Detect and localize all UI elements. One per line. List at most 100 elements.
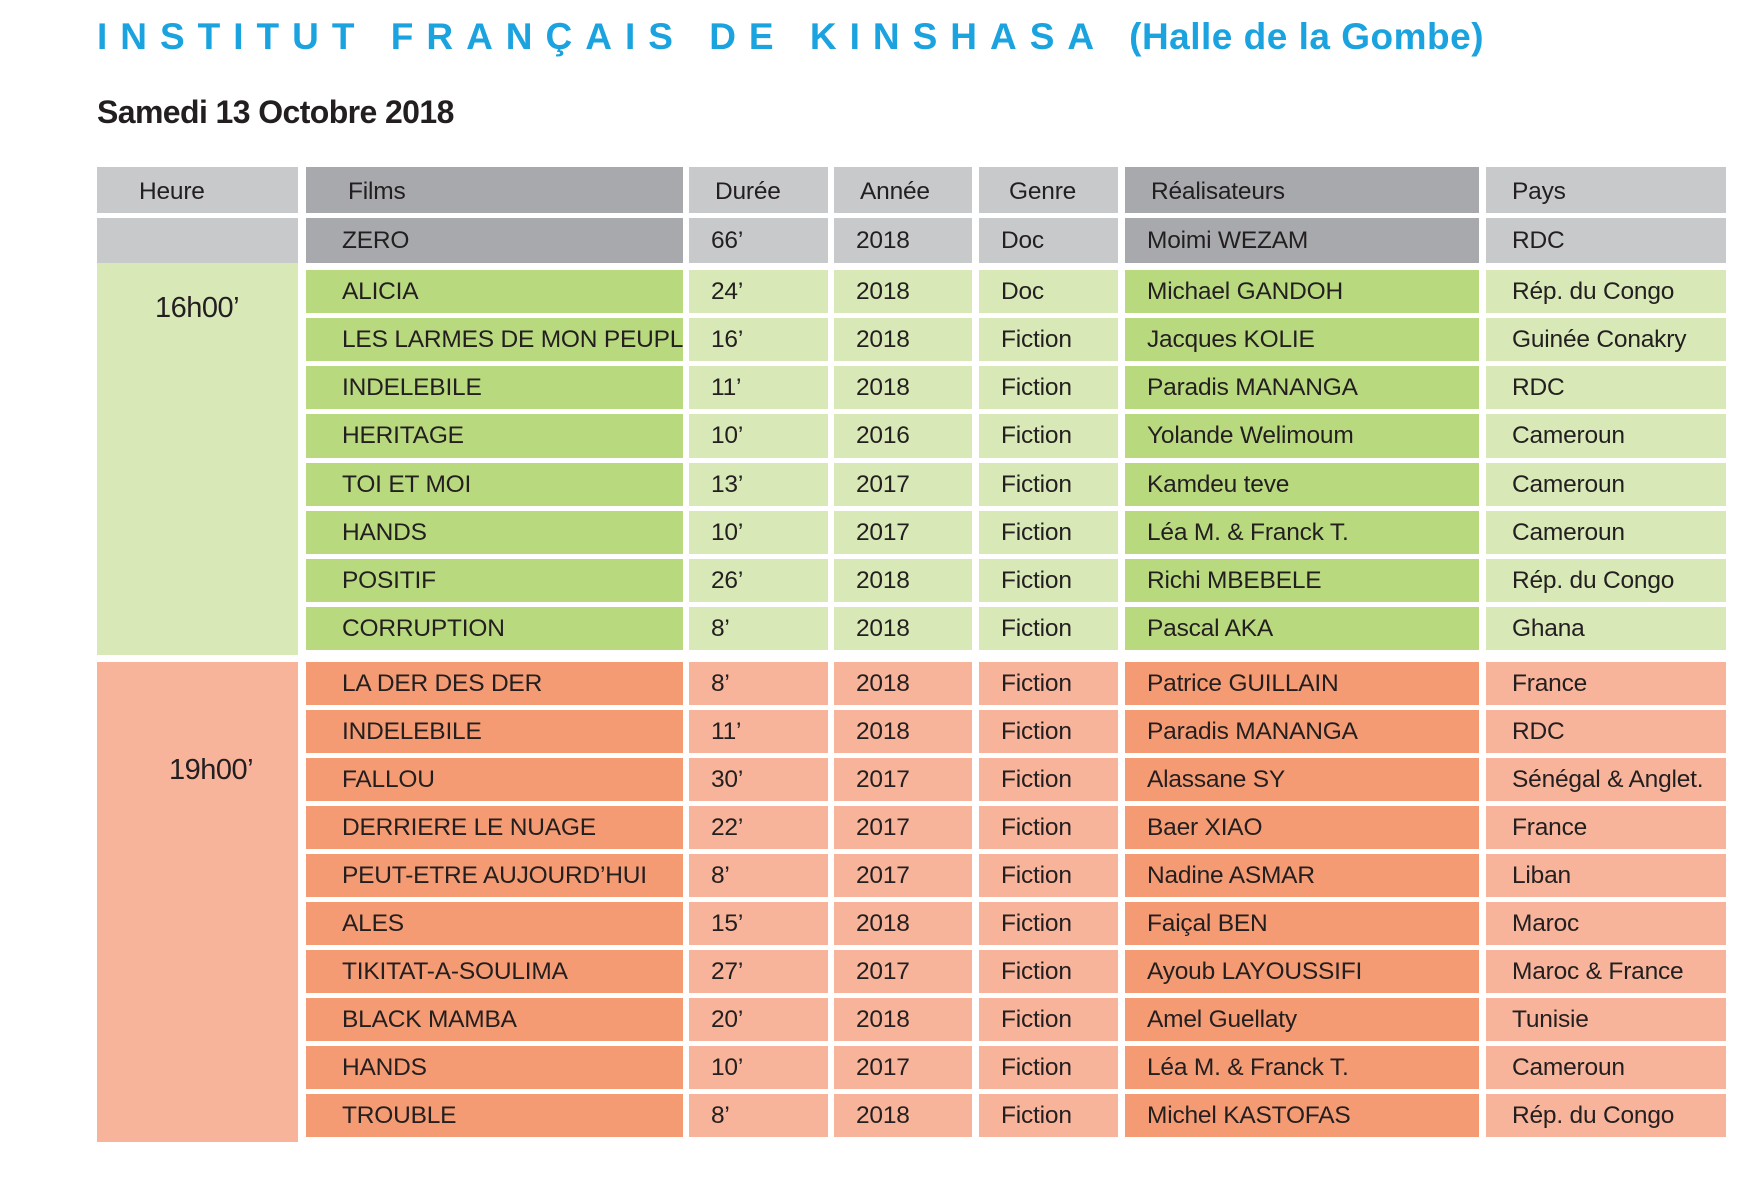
country-cell: Rép. du Congo	[1486, 559, 1726, 602]
duration-cell: 8’	[689, 854, 828, 897]
year-cell: 2018	[834, 1094, 972, 1137]
director-cell: Jacques KOLIE	[1125, 318, 1479, 361]
header-realisateurs: Réalisateurs	[1125, 167, 1479, 213]
duration-cell: 8’	[689, 662, 828, 705]
year-cell: 2017	[834, 511, 972, 554]
time-label: 16h00’	[155, 292, 240, 324]
genre-cell: Fiction	[979, 607, 1118, 650]
film-cell: HERITAGE	[306, 414, 683, 458]
country-cell: Cameroun	[1486, 511, 1726, 554]
director-cell: Paradis MANANGA	[1125, 710, 1479, 753]
schedule-date: Samedi 13 Octobre 2018	[97, 94, 454, 130]
duration-cell: 22’	[689, 806, 828, 849]
country-cell: RDC	[1486, 366, 1726, 409]
row-gap	[1486, 263, 1726, 270]
year-cell: 2018	[834, 218, 972, 263]
genre-cell: Fiction	[979, 1046, 1118, 1089]
duration-cell: 8’	[689, 607, 828, 650]
duration-cell: 13’	[689, 463, 828, 506]
title-sub: (Halle de la Gombe)	[1129, 16, 1485, 57]
header-films: Films	[306, 167, 683, 213]
year-cell: 2017	[834, 1046, 972, 1089]
genre-cell: Fiction	[979, 318, 1118, 361]
director-cell: Patrice GUILLAIN	[1125, 662, 1479, 705]
year-cell: 2017	[834, 950, 972, 993]
director-cell: Michael GANDOH	[1125, 270, 1479, 313]
country-cell: Rép. du Congo	[1486, 1094, 1726, 1137]
director-cell: Nadine ASMAR	[1125, 854, 1479, 897]
director-cell: Kamdeu teve	[1125, 463, 1479, 506]
year-cell: 2016	[834, 414, 972, 458]
year-cell: 2017	[834, 854, 972, 897]
header-annee: Année	[834, 167, 972, 213]
film-cell: ALES	[306, 902, 683, 945]
film-cell: TIKITAT-A-SOULIMA	[306, 950, 683, 993]
year-cell: 2018	[834, 607, 972, 650]
film-cell: ZERO	[306, 218, 683, 263]
header-pays: Pays	[1486, 167, 1726, 213]
country-cell: France	[1486, 806, 1726, 849]
country-cell: Maroc	[1486, 902, 1726, 945]
country-cell: Rép. du Congo	[1486, 270, 1726, 313]
genre-cell: Fiction	[979, 854, 1118, 897]
row-gap	[1125, 263, 1479, 270]
year-cell: 2018	[834, 366, 972, 409]
genre-cell: Fiction	[979, 950, 1118, 993]
genre-cell: Fiction	[979, 902, 1118, 945]
director-cell: Faiçal BEN	[1125, 902, 1479, 945]
country-cell: RDC	[1486, 710, 1726, 753]
genre-cell: Doc	[979, 270, 1118, 313]
duration-cell: 15’	[689, 902, 828, 945]
genre-cell: Fiction	[979, 806, 1118, 849]
duration-cell: 24’	[689, 270, 828, 313]
header-genre: Genre	[979, 167, 1118, 213]
header-heure: Heure	[97, 167, 298, 213]
country-cell: Liban	[1486, 854, 1726, 897]
film-cell: TOI ET MOI	[306, 463, 683, 506]
country-cell: Sénégal & Anglet.	[1486, 758, 1726, 801]
director-cell: Alassane SY	[1125, 758, 1479, 801]
film-cell: TROUBLE	[306, 1094, 683, 1137]
duration-cell: 10’	[689, 511, 828, 554]
director-cell: Léa M. & Franck T.	[1125, 511, 1479, 554]
director-cell: Léa M. & Franck T.	[1125, 1046, 1479, 1089]
year-cell: 2017	[834, 463, 972, 506]
film-cell: HANDS	[306, 511, 683, 554]
duration-cell: 27’	[689, 950, 828, 993]
duration-cell: 11’	[689, 366, 828, 409]
director-cell: Yolande Welimoum	[1125, 414, 1479, 458]
row-gap	[689, 263, 828, 270]
director-cell: Pascal AKA	[1125, 607, 1479, 650]
duration-cell: 8’	[689, 1094, 828, 1137]
genre-cell: Fiction	[979, 1094, 1118, 1137]
genre-cell: Doc	[979, 218, 1118, 263]
film-cell: POSITIF	[306, 559, 683, 602]
country-cell: Tunisie	[1486, 998, 1726, 1041]
director-cell: Michel KASTOFAS	[1125, 1094, 1479, 1137]
duration-cell: 26’	[689, 559, 828, 602]
film-cell: INDELEBILE	[306, 366, 683, 409]
director-cell: Amel Guellaty	[1125, 998, 1479, 1041]
director-cell: Paradis MANANGA	[1125, 366, 1479, 409]
year-cell: 2017	[834, 758, 972, 801]
duration-cell: 30’	[689, 758, 828, 801]
duration-cell: 16’	[689, 318, 828, 361]
year-cell: 2017	[834, 806, 972, 849]
genre-cell: Fiction	[979, 511, 1118, 554]
country-cell: Cameroun	[1486, 463, 1726, 506]
director-cell: Baer XIAO	[1125, 806, 1479, 849]
year-cell: 2018	[834, 902, 972, 945]
genre-cell: Fiction	[979, 998, 1118, 1041]
director-cell: Richi MBEBELE	[1125, 559, 1479, 602]
title-main: INSTITUT FRANÇAIS DE KINSHASA	[97, 16, 1108, 57]
genre-cell: Fiction	[979, 662, 1118, 705]
film-cell: CORRUPTION	[306, 607, 683, 650]
row-gap	[834, 263, 972, 270]
genre-cell: Fiction	[979, 414, 1118, 458]
time-cell-empty	[97, 218, 298, 263]
genre-cell: Fiction	[979, 463, 1118, 506]
film-cell: FALLOU	[306, 758, 683, 801]
country-cell: Cameroun	[1486, 414, 1726, 458]
director-cell: Ayoub LAYOUSSIFI	[1125, 950, 1479, 993]
row-gap	[306, 263, 683, 270]
